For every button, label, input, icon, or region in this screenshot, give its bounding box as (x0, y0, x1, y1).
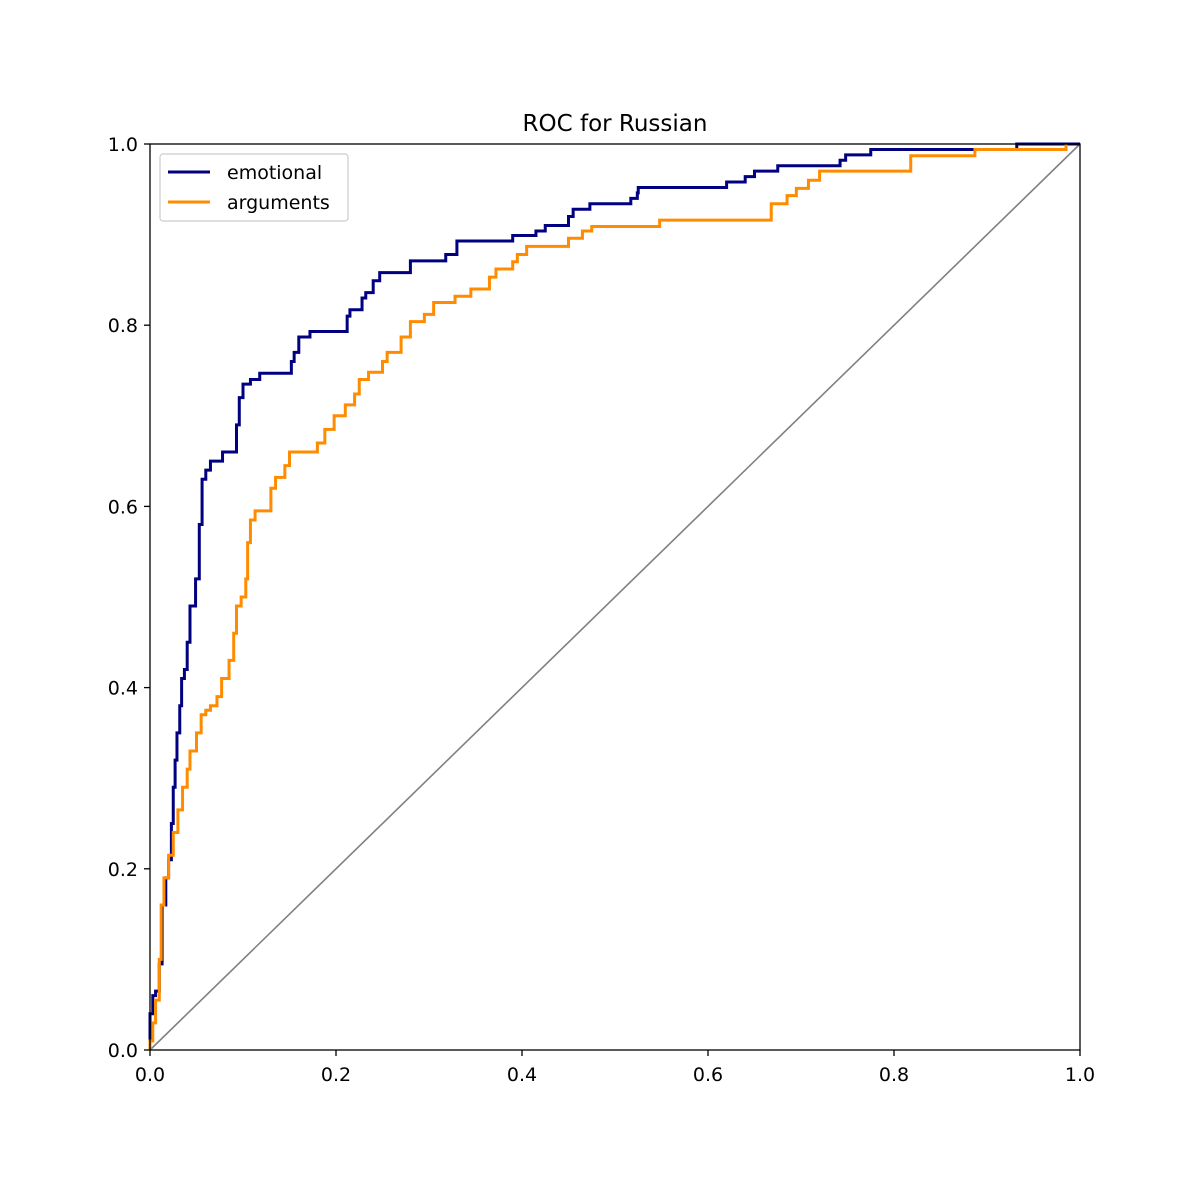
series-line-arguments (148, 144, 1068, 1050)
y-tick-label: 0.2 (108, 859, 138, 881)
x-tick-label: 0.4 (507, 1064, 537, 1086)
plot-frame (149, 143, 1081, 1051)
y-axis-ticks: 0.0 0.2 0.4 0.6 0.8 1.0 (108, 134, 150, 1062)
legend-label-emotional: emotional (227, 162, 322, 184)
series-line-emotional (148, 142, 1080, 1050)
x-tick-label: 1.0 (1065, 1064, 1095, 1086)
y-tick-label: 1.0 (108, 134, 138, 156)
x-tick-label: 0.8 (879, 1064, 909, 1086)
series-layer (148, 142, 1080, 1050)
x-tick-label: 0.6 (693, 1064, 723, 1086)
x-axis-ticks: 0.0 0.2 0.4 0.6 0.8 1.0 (135, 1050, 1095, 1086)
diagonal-reference-line (149, 143, 1081, 1051)
chart-title: ROC for Russian (523, 111, 708, 137)
y-tick-label: 0.8 (108, 315, 138, 337)
y-tick-label: 0.4 (108, 678, 138, 700)
y-tick-label: 0.0 (108, 1040, 138, 1062)
y-tick-label: 0.6 (108, 496, 138, 518)
x-tick-label: 0.2 (321, 1064, 351, 1086)
legend-label-arguments: arguments (227, 192, 330, 214)
legend: emotional arguments (159, 153, 349, 222)
x-tick-label: 0.0 (135, 1064, 165, 1086)
